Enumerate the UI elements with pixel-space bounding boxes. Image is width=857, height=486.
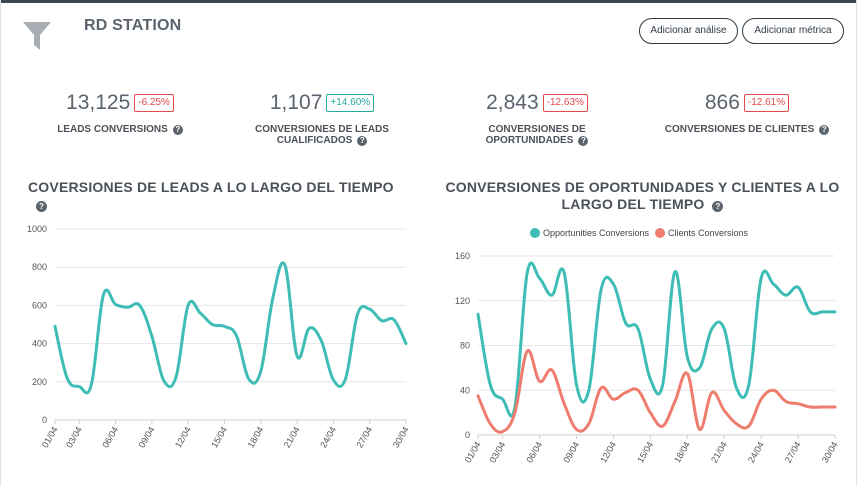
x-tick-label: 24/04: [746, 440, 766, 465]
x-tick-label: 06/04: [100, 425, 120, 450]
x-tick-label: 03/04: [487, 440, 507, 465]
kpi-label-line2: OPORTUNIDADES: [485, 135, 574, 146]
kpi-value: 866: [704, 91, 740, 114]
y-tick-label: 800: [32, 262, 47, 272]
help-icon[interactable]: ?: [819, 125, 830, 135]
top-border: [0, 0, 857, 3]
left-border: [0, 0, 1, 486]
kpi-leads-conversions: 13,125 -6.25% LEADS CONVERSIONS?: [30, 91, 210, 135]
kpi-label-line2: CUALIFICADOS: [276, 135, 353, 146]
y-tick-label: 200: [32, 377, 47, 387]
x-tick-label: 12/04: [173, 425, 193, 450]
kpi-label: LEADS CONVERSIONS?: [30, 124, 210, 135]
x-tick-label: 21/04: [282, 425, 302, 450]
y-tick-label: 600: [32, 300, 47, 310]
x-tick-label: 09/04: [137, 425, 157, 450]
y-tick-label: 160: [455, 251, 470, 261]
legend-swatch: [530, 228, 540, 238]
kpi-label: CONVERSIONES DE OPORTUNIDADES?: [447, 124, 627, 146]
help-icon[interactable]: ?: [36, 201, 47, 212]
y-tick-label: 80: [460, 341, 470, 351]
kpi-label-text: CONVERSIONES DE CLIENTES: [664, 124, 815, 135]
help-icon[interactable]: ?: [578, 136, 589, 146]
series-line-clients-conversions[interactable]: [476, 349, 837, 434]
leads-conversions-chart[interactable]: 0 200 400 600 800 1000 01/04 03/04 06/04 09/04 12/…: [0, 215, 428, 486]
y-tick-label: 120: [455, 296, 470, 306]
x-tick-label: 12/04: [598, 440, 618, 465]
y-tick-label: 0: [465, 430, 470, 440]
kpi-label: CONVERSIONES DE LEADS CUALIFICADOS?: [232, 124, 412, 146]
x-tick-label: 15/04: [209, 425, 229, 450]
kpi-label-text: LEADS CONVERSIONS: [57, 124, 168, 135]
help-icon[interactable]: ?: [712, 201, 724, 212]
series-line-leads-conversions[interactable]: [53, 261, 408, 395]
kpi-change-badge: -12.63%: [542, 94, 588, 112]
x-tick-label: 30/04: [391, 425, 411, 450]
x-tick-label: 27/04: [354, 425, 374, 450]
opportunities-clients-chart[interactable]: Opportunities Conversions Clients Convers…: [430, 215, 857, 486]
kpi-opportunities: 2,843 -12.63% CONVERSIONES DE OPORTUNIDA…: [447, 91, 627, 146]
help-icon[interactable]: ?: [172, 125, 183, 135]
x-tick-label: 09/04: [561, 440, 581, 465]
kpi-value: 13,125: [66, 91, 131, 114]
x-tick-label: 06/04: [524, 440, 544, 465]
x-tick-label: 15/04: [635, 440, 655, 465]
legend-label[interactable]: Clients Conversions: [668, 228, 749, 238]
x-tick-label: 01/04: [463, 440, 483, 465]
x-tick-label: 30/04: [820, 440, 840, 465]
x-tick-label: 24/04: [318, 425, 338, 450]
add-analysis-button[interactable]: Adicionar análise: [639, 18, 738, 44]
x-tick-label: 21/04: [709, 440, 729, 465]
kpi-change-badge: -6.25%: [134, 94, 174, 112]
chart2-title-line2: LARGO DEL TIEMPO: [561, 196, 705, 212]
help-icon[interactable]: ?: [357, 136, 368, 146]
y-tick-label: 0: [42, 415, 47, 425]
series-line-opportunities-conversions[interactable]: [476, 261, 837, 418]
x-tick-label: 18/04: [672, 440, 692, 465]
x-tick-label: 03/04: [64, 425, 84, 450]
legend-label[interactable]: Opportunities Conversions: [543, 228, 650, 238]
y-tick-label: 40: [460, 385, 470, 395]
x-tick-label: 18/04: [246, 425, 266, 450]
kpi-change-badge: +14.60%: [326, 94, 375, 112]
kpi-value: 2,843: [486, 91, 539, 114]
app-title: RD STATION: [84, 17, 182, 34]
kpi-qualified-leads: 1,107 +14.60% CONVERSIONES DE LEADS CUAL…: [232, 91, 412, 146]
x-tick-label: 27/04: [783, 440, 803, 465]
chart1-title: COVERSIONES DE LEADS A LO LARGO DEL TIEM…: [28, 179, 408, 213]
kpi-label-line1: CONVERSIONES DE LEADS: [255, 124, 389, 135]
legend-swatch: [655, 228, 665, 238]
y-tick-label: 1000: [27, 224, 47, 234]
kpi-clients: 866 -12.61% CONVERSIONES DE CLIENTES?: [652, 91, 842, 135]
y-tick-label: 400: [32, 339, 47, 349]
chart2-title: CONVERSIONES DE OPORTUNIDADES Y CLIENTES…: [440, 179, 845, 213]
chart1-title-text: COVERSIONES DE LEADS A LO LARGO DEL TIEM…: [28, 179, 394, 195]
x-tick-label: 01/04: [40, 425, 60, 450]
kpi-value: 1,107: [269, 91, 323, 114]
kpi-label-line1: CONVERSIONES DE: [488, 124, 586, 135]
kpi-change-badge: -12.61%: [743, 94, 790, 112]
chart2-title-line1: CONVERSIONES DE OPORTUNIDADES Y CLIENTES…: [445, 179, 840, 195]
kpi-label: CONVERSIONES DE CLIENTES?: [652, 124, 842, 135]
add-metric-button[interactable]: Adicionar métrica: [742, 18, 844, 44]
funnel-icon: [23, 22, 51, 50]
